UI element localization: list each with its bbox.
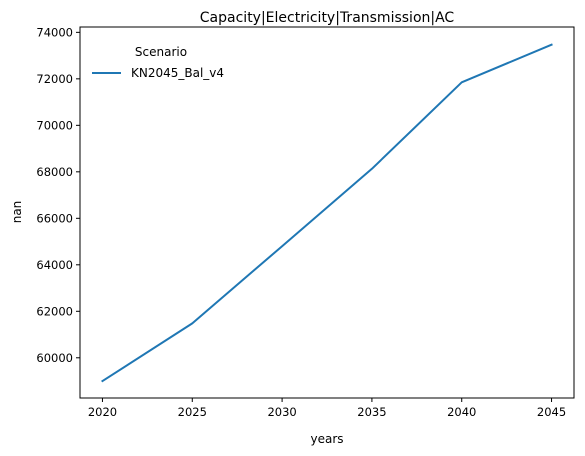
y-tick-label: 60000 (36, 351, 73, 365)
series-layer (101, 43, 553, 383)
y-tick-label: 68000 (36, 165, 73, 179)
x-tick-label: 2025 (178, 405, 207, 419)
x-tick-label: 2040 (447, 405, 476, 419)
x-tick-label: 2020 (88, 405, 117, 419)
x-tick-label: 2045 (537, 405, 566, 419)
y-tick-label: 62000 (36, 304, 73, 318)
y-tick-label: 66000 (36, 211, 73, 225)
x-axis: 2020 2025 2030 2035 2040 2045 (88, 398, 566, 419)
y-tick-label: 64000 (36, 258, 73, 272)
chart-title: Capacity|Electricity|Transmission|AC (200, 10, 455, 26)
x-tick-label: 2030 (267, 405, 296, 419)
legend: Scenario KN2045_Bal_v4 (92, 45, 224, 80)
legend-label-kn2045-bal-v4: KN2045_Bal_v4 (131, 66, 224, 80)
y-tick-label: 74000 (36, 25, 73, 39)
y-axis: 60000 62000 64000 66000 68000 70000 72000 74000 (36, 25, 80, 365)
y-axis-label: nan (10, 201, 24, 224)
series-line-0 (101, 43, 553, 383)
x-axis-label: years (310, 432, 343, 446)
x-tick-label: 2035 (357, 405, 386, 419)
legend-title: Scenario (135, 45, 187, 59)
y-tick-label: 70000 (36, 118, 73, 132)
plot-area (79, 26, 575, 399)
y-tick-label: 72000 (36, 72, 73, 86)
